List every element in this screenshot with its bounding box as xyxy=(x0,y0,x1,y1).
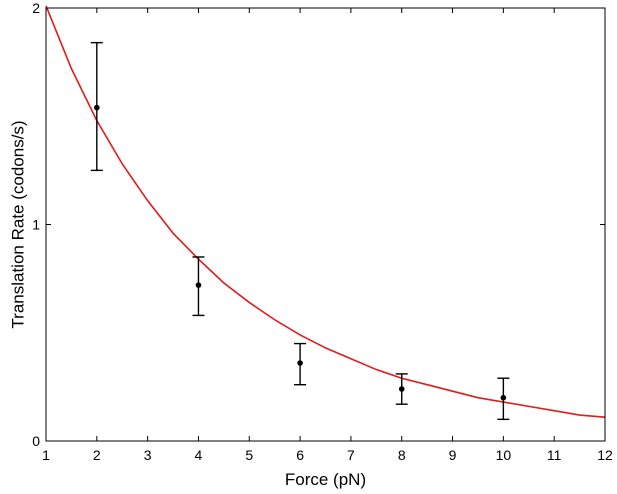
point-marker xyxy=(94,104,100,111)
x-tick-label: 3 xyxy=(144,447,152,463)
x-axis-label: Force (pN) xyxy=(285,470,366,489)
point-marker xyxy=(398,386,405,392)
x-tick-label: 4 xyxy=(195,447,203,463)
y-tick-label: 1 xyxy=(32,217,40,233)
x-tick-label: 2 xyxy=(93,447,101,463)
axis-ticks xyxy=(45,7,606,442)
data-points xyxy=(90,41,510,421)
x-tick-label: 11 xyxy=(547,447,562,463)
data-point xyxy=(395,373,408,405)
data-point xyxy=(192,256,205,317)
point-marker xyxy=(195,282,202,288)
x-tick-label: 8 xyxy=(398,447,406,463)
y-tick-label: 2 xyxy=(32,0,40,16)
data-point xyxy=(294,342,307,386)
x-tick-label: 10 xyxy=(496,447,512,463)
data-point xyxy=(497,377,510,421)
data-point xyxy=(90,41,103,172)
fit-curve xyxy=(45,5,606,418)
x-tick-label: 5 xyxy=(245,447,253,463)
x-tick-label: 1 xyxy=(42,447,50,463)
point-marker xyxy=(500,394,507,401)
x-tick-label: 6 xyxy=(296,447,304,463)
x-tick-label: 9 xyxy=(449,447,457,463)
x-tick-label: 12 xyxy=(597,447,613,463)
plot-frame xyxy=(45,7,606,442)
point-marker xyxy=(297,360,303,366)
x-tick-label: 7 xyxy=(347,447,355,463)
y-tick-label: 0 xyxy=(32,433,40,449)
y-axis-label: Translation Rate (codons/s) xyxy=(8,120,27,328)
